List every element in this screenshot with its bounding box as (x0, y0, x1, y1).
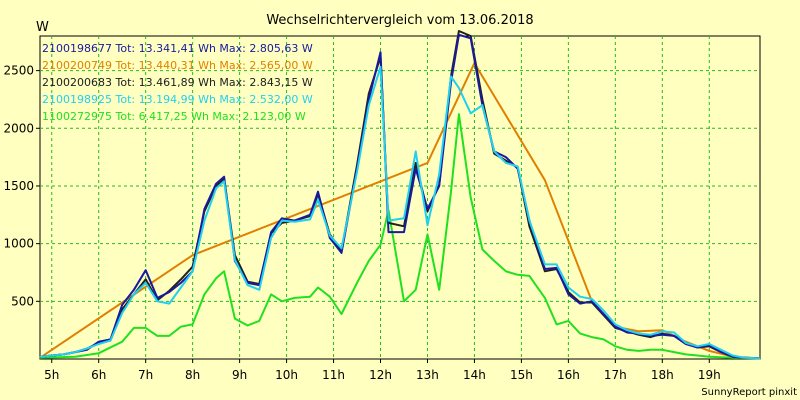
legend-stats-1100272975: Tot: 6.417,25 Wh Max: 2.123,00 W (112, 110, 306, 123)
legend-id-2100198925: 2100198925 (42, 93, 112, 106)
axes: 500 1000 1500 2000 2500 5h 6h 7h 8h 9h 10h 11h 12h 13… (3, 64, 720, 382)
x-tick-label-1: 6h (91, 368, 106, 382)
legend-stats-2100198677: Tot: 13.341,41 Wh Max: 2.805,63 W (112, 42, 313, 55)
x-tick-label-13: 18h (651, 368, 674, 382)
y-tick-label-4: 2500 (3, 64, 34, 78)
plot-area (39, 35, 761, 360)
legend-entry-2100198677: 2100198677 Tot: 13.341,41 Wh Max: 2.805,… (42, 42, 313, 55)
x-tick-label-9: 14h (463, 368, 486, 382)
y-tick-label-0: 500 (11, 294, 34, 308)
y-unit-label: W (36, 20, 49, 35)
x-tick-label-4: 9h (232, 368, 247, 382)
series-line-2100198925 (39, 65, 761, 360)
y-tick-label-2: 1500 (3, 179, 34, 193)
legend-id-2100200749: 2100200749 (42, 59, 112, 72)
series-group (39, 30, 761, 360)
legend-id-2100198677: 2100198677 (42, 42, 112, 55)
legend-entry-1100272975: 1100272975 Tot: 6.417,25 Wh Max: 2.123,0… (42, 110, 306, 123)
legend-stats-2100200683: Tot: 13.461,89 Wh Max: 2.843,15 W (112, 76, 313, 89)
x-tick-label-3: 8h (185, 368, 200, 382)
legend-stats-2100198925: Tot: 13.194,99 Wh Max: 2.532,00 W (112, 93, 313, 106)
legend-entry-2100198925: 2100198925 Tot: 13.194,99 Wh Max: 2.532,… (42, 93, 313, 106)
x-tick-label-5: 10h (275, 368, 298, 382)
chart-title: Wechselrichtervergleich vom 13.06.2018 (266, 13, 533, 28)
series-line-1100272975 (39, 113, 761, 360)
x-tick-label-2: 7h (138, 368, 153, 382)
legend-stats-2100200749: Tot: 13.440,31 Wh Max: 2.565,00 W (112, 59, 313, 72)
y-tick-label-1: 1000 (3, 237, 34, 251)
x-tick-label-14: 19h (698, 368, 721, 382)
legend-id-1100272975: 1100272975 (42, 110, 112, 123)
footer-credit: SunnyReport pinxit (701, 387, 797, 398)
x-tick-label-8: 13h (416, 368, 439, 382)
x-tick-label-10: 15h (510, 368, 533, 382)
x-tick-label-11: 16h (557, 368, 580, 382)
legend-id-2100200683: 2100200683 (42, 76, 112, 89)
x-tick-label-7: 12h (369, 368, 392, 382)
x-tick-label-6: 11h (322, 368, 345, 382)
y-tick-label-3: 2000 (3, 121, 34, 135)
legend-entry-2100200683: 2100200683 Tot: 13.461,89 Wh Max: 2.843,… (42, 76, 313, 89)
x-tick-label-0: 5h (44, 368, 59, 382)
legend-entry-2100200749: 2100200749 Tot: 13.440,31 Wh Max: 2.565,… (42, 59, 313, 72)
x-tick-label-12: 17h (604, 368, 627, 382)
legend: 2100198677 Tot: 13.341,41 Wh Max: 2.805,… (42, 42, 313, 123)
